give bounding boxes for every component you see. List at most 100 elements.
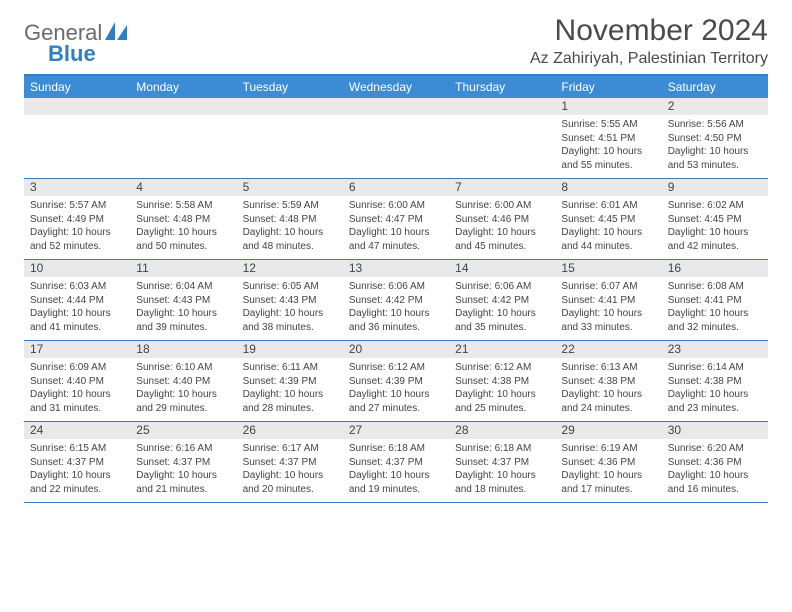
sunrise-text: Sunrise: 6:15 AM [30, 442, 124, 456]
day-details: Sunrise: 6:04 AMSunset: 4:43 PMDaylight:… [130, 277, 236, 340]
calendar-body: 1Sunrise: 5:55 AMSunset: 4:51 PMDaylight… [24, 98, 768, 503]
sunrise-text: Sunrise: 6:00 AM [455, 199, 549, 213]
sunset-text: Sunset: 4:44 PM [30, 294, 124, 308]
day-header: Friday [555, 76, 661, 98]
day-number: 10 [24, 260, 130, 277]
calendar-day-cell: 6Sunrise: 6:00 AMSunset: 4:47 PMDaylight… [343, 179, 449, 259]
day-number [130, 98, 236, 115]
day-number: 8 [555, 179, 661, 196]
sunrise-text: Sunrise: 6:06 AM [349, 280, 443, 294]
day-details: Sunrise: 6:02 AMSunset: 4:45 PMDaylight:… [662, 196, 768, 259]
sunrise-text: Sunrise: 6:12 AM [349, 361, 443, 375]
sunrise-text: Sunrise: 5:55 AM [561, 118, 655, 132]
day-header: Thursday [449, 76, 555, 98]
sunrise-text: Sunrise: 6:20 AM [668, 442, 762, 456]
calendar-day-cell [449, 98, 555, 178]
day-details: Sunrise: 6:09 AMSunset: 4:40 PMDaylight:… [24, 358, 130, 421]
daylight-text: Daylight: 10 hours and 33 minutes. [561, 307, 655, 334]
calendar-day-cell: 12Sunrise: 6:05 AMSunset: 4:43 PMDayligh… [237, 260, 343, 340]
day-number [237, 98, 343, 115]
sunset-text: Sunset: 4:37 PM [455, 456, 549, 470]
calendar-day-cell: 18Sunrise: 6:10 AMSunset: 4:40 PMDayligh… [130, 341, 236, 421]
daylight-text: Daylight: 10 hours and 41 minutes. [30, 307, 124, 334]
sunrise-text: Sunrise: 6:16 AM [136, 442, 230, 456]
calendar-day-cell: 30Sunrise: 6:20 AMSunset: 4:36 PMDayligh… [662, 422, 768, 502]
sunset-text: Sunset: 4:51 PM [561, 132, 655, 146]
calendar-day-cell [237, 98, 343, 178]
sunrise-text: Sunrise: 6:12 AM [455, 361, 549, 375]
calendar-day-cell: 23Sunrise: 6:14 AMSunset: 4:38 PMDayligh… [662, 341, 768, 421]
day-number: 2 [662, 98, 768, 115]
day-number [343, 98, 449, 115]
page-header: General Blue November 2024 Az Zahiriyah,… [24, 14, 768, 68]
day-details: Sunrise: 6:20 AMSunset: 4:36 PMDaylight:… [662, 439, 768, 502]
daylight-text: Daylight: 10 hours and 48 minutes. [243, 226, 337, 253]
brand-word-2: Blue [48, 41, 96, 67]
sunset-text: Sunset: 4:42 PM [455, 294, 549, 308]
daylight-text: Daylight: 10 hours and 23 minutes. [668, 388, 762, 415]
day-header: Wednesday [343, 76, 449, 98]
daylight-text: Daylight: 10 hours and 18 minutes. [455, 469, 549, 496]
sunrise-text: Sunrise: 5:59 AM [243, 199, 337, 213]
calendar-day-cell: 28Sunrise: 6:18 AMSunset: 4:37 PMDayligh… [449, 422, 555, 502]
day-header: Sunday [24, 76, 130, 98]
day-number: 30 [662, 422, 768, 439]
sunset-text: Sunset: 4:43 PM [136, 294, 230, 308]
day-number: 29 [555, 422, 661, 439]
day-number: 4 [130, 179, 236, 196]
sunrise-text: Sunrise: 5:56 AM [668, 118, 762, 132]
sunrise-text: Sunrise: 6:06 AM [455, 280, 549, 294]
sunset-text: Sunset: 4:37 PM [243, 456, 337, 470]
daylight-text: Daylight: 10 hours and 55 minutes. [561, 145, 655, 172]
calendar-day-cell: 16Sunrise: 6:08 AMSunset: 4:41 PMDayligh… [662, 260, 768, 340]
sunset-text: Sunset: 4:36 PM [561, 456, 655, 470]
day-number: 1 [555, 98, 661, 115]
calendar-day-cell: 27Sunrise: 6:18 AMSunset: 4:37 PMDayligh… [343, 422, 449, 502]
sunrise-text: Sunrise: 6:08 AM [668, 280, 762, 294]
day-details: Sunrise: 5:56 AMSunset: 4:50 PMDaylight:… [662, 115, 768, 178]
day-details [130, 115, 236, 124]
sunrise-text: Sunrise: 6:04 AM [136, 280, 230, 294]
sunrise-text: Sunrise: 6:10 AM [136, 361, 230, 375]
calendar-day-cell: 8Sunrise: 6:01 AMSunset: 4:45 PMDaylight… [555, 179, 661, 259]
daylight-text: Daylight: 10 hours and 44 minutes. [561, 226, 655, 253]
day-details: Sunrise: 6:18 AMSunset: 4:37 PMDaylight:… [449, 439, 555, 502]
daylight-text: Daylight: 10 hours and 39 minutes. [136, 307, 230, 334]
day-details: Sunrise: 6:10 AMSunset: 4:40 PMDaylight:… [130, 358, 236, 421]
day-number: 16 [662, 260, 768, 277]
day-details: Sunrise: 6:19 AMSunset: 4:36 PMDaylight:… [555, 439, 661, 502]
daylight-text: Daylight: 10 hours and 32 minutes. [668, 307, 762, 334]
sunset-text: Sunset: 4:45 PM [561, 213, 655, 227]
daylight-text: Daylight: 10 hours and 50 minutes. [136, 226, 230, 253]
daylight-text: Daylight: 10 hours and 45 minutes. [455, 226, 549, 253]
day-details: Sunrise: 6:07 AMSunset: 4:41 PMDaylight:… [555, 277, 661, 340]
sunset-text: Sunset: 4:40 PM [30, 375, 124, 389]
calendar-day-cell: 14Sunrise: 6:06 AMSunset: 4:42 PMDayligh… [449, 260, 555, 340]
calendar-day-cell [343, 98, 449, 178]
calendar-day-cell: 9Sunrise: 6:02 AMSunset: 4:45 PMDaylight… [662, 179, 768, 259]
calendar-day-cell: 25Sunrise: 6:16 AMSunset: 4:37 PMDayligh… [130, 422, 236, 502]
brand-logo: General Blue [24, 20, 129, 67]
daylight-text: Daylight: 10 hours and 31 minutes. [30, 388, 124, 415]
calendar-day-cell: 19Sunrise: 6:11 AMSunset: 4:39 PMDayligh… [237, 341, 343, 421]
day-number: 14 [449, 260, 555, 277]
calendar-week: 10Sunrise: 6:03 AMSunset: 4:44 PMDayligh… [24, 260, 768, 341]
sunrise-text: Sunrise: 5:58 AM [136, 199, 230, 213]
day-header: Tuesday [237, 76, 343, 98]
day-number: 3 [24, 179, 130, 196]
sunrise-text: Sunrise: 6:13 AM [561, 361, 655, 375]
calendar-day-cell: 15Sunrise: 6:07 AMSunset: 4:41 PMDayligh… [555, 260, 661, 340]
calendar-day-cell: 22Sunrise: 6:13 AMSunset: 4:38 PMDayligh… [555, 341, 661, 421]
day-number: 23 [662, 341, 768, 358]
calendar-page: General Blue November 2024 Az Zahiriyah,… [0, 0, 792, 517]
day-number: 9 [662, 179, 768, 196]
sunset-text: Sunset: 4:43 PM [243, 294, 337, 308]
calendar-day-cell: 10Sunrise: 6:03 AMSunset: 4:44 PMDayligh… [24, 260, 130, 340]
daylight-text: Daylight: 10 hours and 19 minutes. [349, 469, 443, 496]
daylight-text: Daylight: 10 hours and 27 minutes. [349, 388, 443, 415]
sunrise-text: Sunrise: 6:14 AM [668, 361, 762, 375]
sunset-text: Sunset: 4:37 PM [349, 456, 443, 470]
sunset-text: Sunset: 4:37 PM [30, 456, 124, 470]
day-details: Sunrise: 5:55 AMSunset: 4:51 PMDaylight:… [555, 115, 661, 178]
daylight-text: Daylight: 10 hours and 42 minutes. [668, 226, 762, 253]
